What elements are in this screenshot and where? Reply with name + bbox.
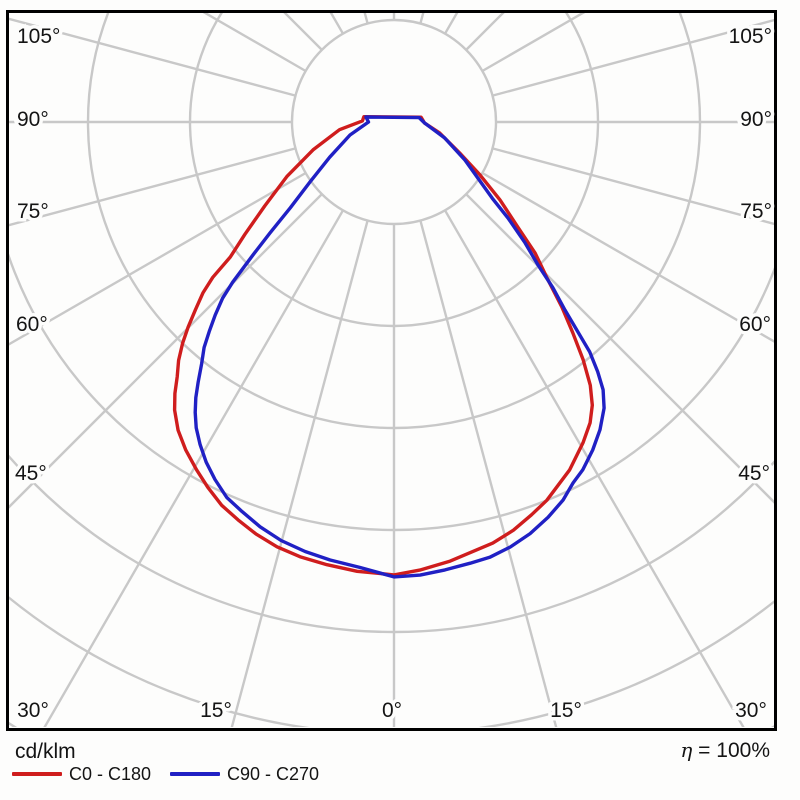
grid-ring: [290, 18, 498, 226]
legend-item-c0-c180: C0 - C180: [12, 764, 151, 784]
eta-value: = 100%: [692, 739, 770, 762]
grid-spoke: [419, 220, 558, 727]
angle-label: 15°: [550, 699, 582, 722]
legend-label: C90 - C270: [227, 763, 320, 784]
eta-symbol: η: [680, 738, 693, 762]
angle-label: 105°: [17, 25, 60, 48]
grid-spoke: [443, 209, 745, 727]
angle-label: 75°: [740, 200, 772, 223]
grid-spoke: [465, 193, 774, 504]
angle-label: 75°: [17, 200, 49, 223]
grid-ring: [9, 454, 774, 634]
angle-label: 45°: [738, 462, 770, 485]
grid-spoke: [419, 13, 425, 24]
grid-spoke: [481, 171, 774, 343]
legend-label: C0 - C180: [69, 763, 152, 784]
angle-label: 60°: [739, 313, 771, 336]
grid-spoke: [9, 171, 307, 346]
grid-spoke: [9, 147, 296, 227]
grid-spoke: [9, 193, 323, 509]
angle-label: 30°: [17, 699, 49, 722]
angle-label: 90°: [17, 108, 49, 131]
intensity-curves: [172, 115, 606, 579]
legend-swatch-blue: [170, 772, 220, 776]
angle-label: 30°: [735, 699, 767, 722]
angle-label: 105°: [729, 25, 772, 48]
unit-label: cd/klm: [15, 740, 76, 763]
angle-label: 60°: [16, 313, 48, 336]
grid-ring: [9, 253, 774, 532]
diagram-frame: [6, 10, 777, 731]
angle-labels: 105° 90° 75° 60° 45° 105° 90° 75° 60° 45° 30° 15° 0°…: [12, 22, 776, 726]
efficiency-label: η = 100%: [680, 738, 770, 763]
grid-spoke: [492, 147, 774, 226]
grid-spoke: [9, 17, 296, 97]
angle-label: 45°: [15, 462, 47, 485]
angle-label: 0°: [382, 699, 402, 722]
angle-label: 15°: [200, 699, 232, 722]
grid-ring: [9, 595, 774, 727]
grid-spoke: [43, 209, 345, 727]
grid-spoke: [230, 220, 369, 727]
legend-item-c90-c270: C90 - C270: [170, 764, 319, 784]
curve-C90-C270: [193, 115, 606, 579]
grid-spoke: [492, 18, 774, 97]
grid-spoke: [363, 13, 369, 24]
legend-swatch-red: [12, 772, 62, 776]
angle-label: 90°: [740, 108, 772, 131]
